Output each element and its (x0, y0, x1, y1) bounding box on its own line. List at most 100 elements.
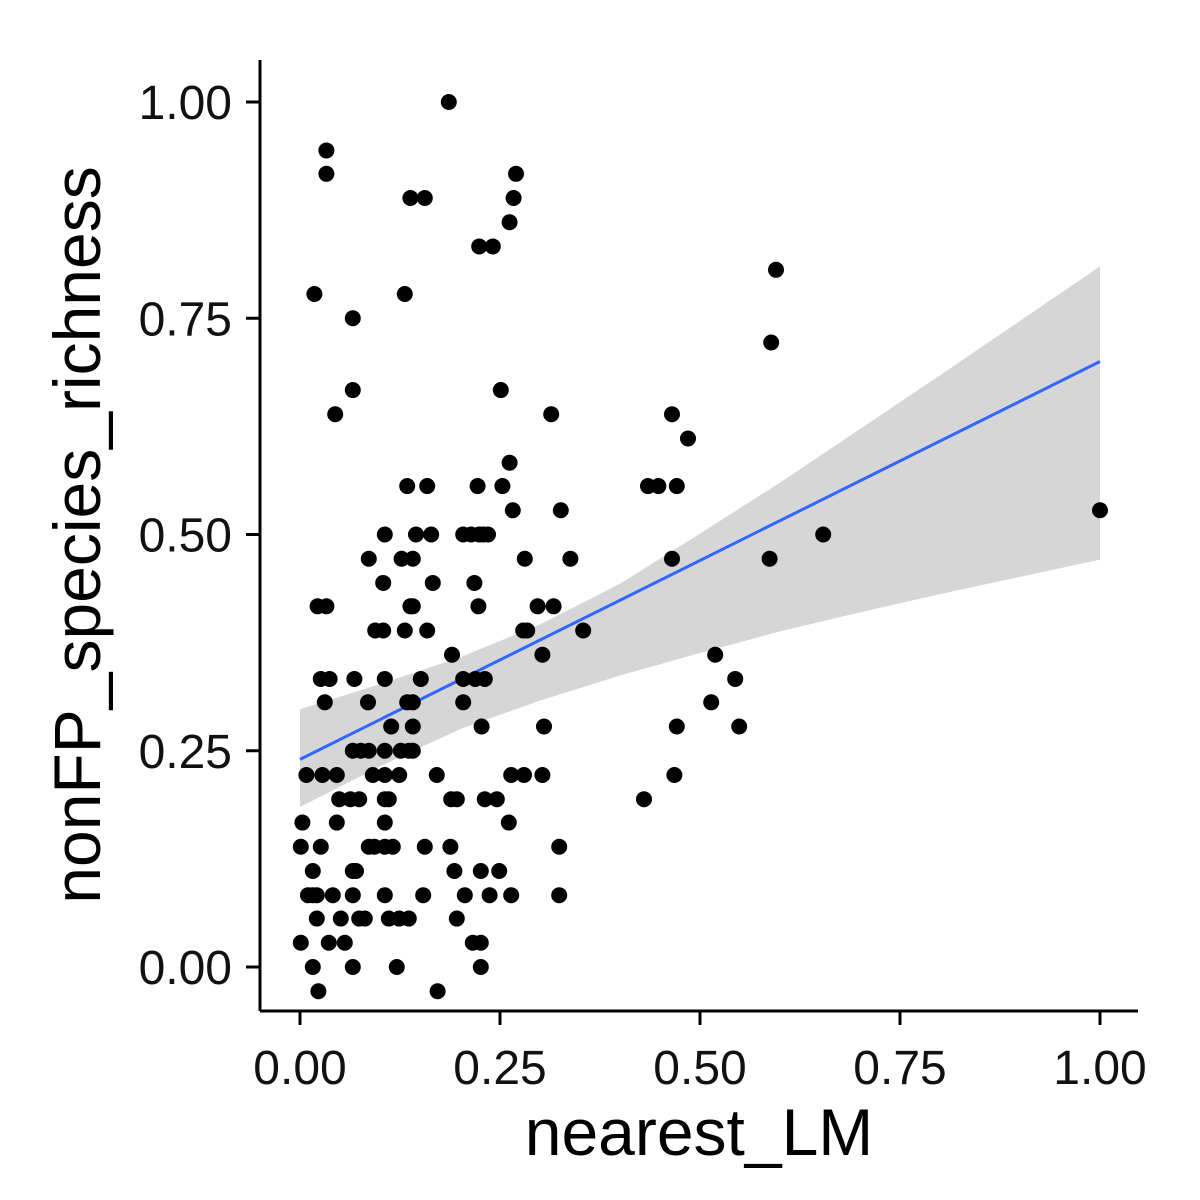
data-point (344, 959, 361, 975)
data-point (412, 670, 429, 687)
data-point (508, 165, 524, 182)
data-point (471, 238, 488, 255)
data-point (348, 862, 364, 879)
data-point (455, 694, 472, 711)
data-point (516, 766, 532, 783)
data-point (562, 550, 579, 567)
data-point (308, 887, 325, 904)
data-point (503, 766, 520, 783)
data-point (376, 814, 393, 831)
data-point (356, 910, 373, 927)
data-point (376, 670, 393, 687)
data-point (415, 887, 432, 904)
data-point (440, 94, 457, 110)
data-point (484, 238, 501, 255)
data-point (320, 934, 337, 951)
data-point (360, 550, 377, 567)
data-point (761, 550, 778, 567)
data-point (380, 791, 397, 808)
data-point (476, 670, 493, 687)
data-point (399, 478, 416, 495)
data-point (328, 766, 345, 783)
data-point (488, 791, 505, 808)
data-point (404, 718, 421, 735)
data-point (376, 887, 393, 904)
x-tick-label: 0.75 (853, 1042, 946, 1095)
data-point (448, 791, 465, 808)
data-point (383, 718, 400, 735)
data-point (292, 934, 309, 951)
data-point (442, 838, 459, 855)
data-point (304, 862, 321, 879)
data-point (727, 670, 744, 687)
data-point (292, 838, 309, 855)
data-point (768, 261, 784, 278)
data-point (404, 742, 421, 759)
data-point (551, 887, 568, 904)
data-point (360, 742, 377, 759)
data-point (543, 406, 560, 423)
data-point (423, 526, 440, 543)
data-point (501, 214, 518, 231)
data-point (316, 694, 333, 711)
data-point (731, 718, 748, 735)
data-point (375, 574, 392, 591)
x-tick-label: 0.25 (453, 1042, 546, 1095)
data-point (636, 791, 652, 808)
y-tick-label: 0.25 (139, 726, 232, 779)
data-point (416, 190, 433, 207)
data-point (428, 766, 445, 783)
points-layer (292, 94, 1108, 1000)
data-point (473, 718, 490, 735)
data-point (516, 550, 533, 567)
x-tick-label: 0.00 (253, 1042, 346, 1095)
data-point (472, 959, 489, 975)
data-point (1092, 502, 1108, 519)
data-point (519, 622, 536, 639)
data-point (360, 694, 376, 711)
data-point (384, 838, 401, 855)
data-point (408, 526, 424, 543)
y-tick-label: 0.00 (139, 942, 232, 995)
data-point (534, 646, 551, 663)
data-point (328, 814, 345, 831)
data-point (666, 766, 683, 783)
data-point (476, 791, 493, 808)
data-point (336, 934, 353, 951)
data-point (318, 165, 335, 182)
x-tick-label: 0.50 (653, 1042, 746, 1095)
data-point (298, 766, 315, 783)
data-point (344, 310, 361, 327)
data-point (419, 622, 436, 639)
data-point (650, 478, 667, 495)
data-point (429, 983, 446, 1000)
data-point (402, 190, 419, 207)
data-point (551, 838, 568, 855)
data-point (424, 574, 441, 591)
data-point (480, 526, 496, 543)
data-point (376, 766, 393, 783)
data-point (308, 910, 325, 927)
data-point (312, 838, 329, 855)
data-point (529, 598, 546, 615)
data-point (404, 550, 421, 567)
ticks-layer: 0.00 0.25 0.50 0.75 1.00 0.00 0.25 0.50 0.75 1.00 (139, 77, 1147, 1095)
data-point (400, 910, 417, 927)
data-point (344, 382, 361, 399)
data-point (575, 622, 592, 639)
data-point (707, 646, 724, 663)
data-point (472, 934, 489, 951)
data-point (327, 406, 344, 423)
data-point (375, 622, 392, 639)
data-point (351, 791, 368, 808)
data-point (331, 791, 348, 808)
data-point (500, 814, 517, 831)
data-point (416, 838, 433, 855)
data-point (376, 742, 393, 759)
data-point (306, 286, 323, 303)
data-point (491, 862, 508, 879)
data-point (552, 502, 569, 519)
data-point (545, 598, 562, 615)
data-point (469, 478, 486, 495)
data-point (504, 502, 521, 519)
